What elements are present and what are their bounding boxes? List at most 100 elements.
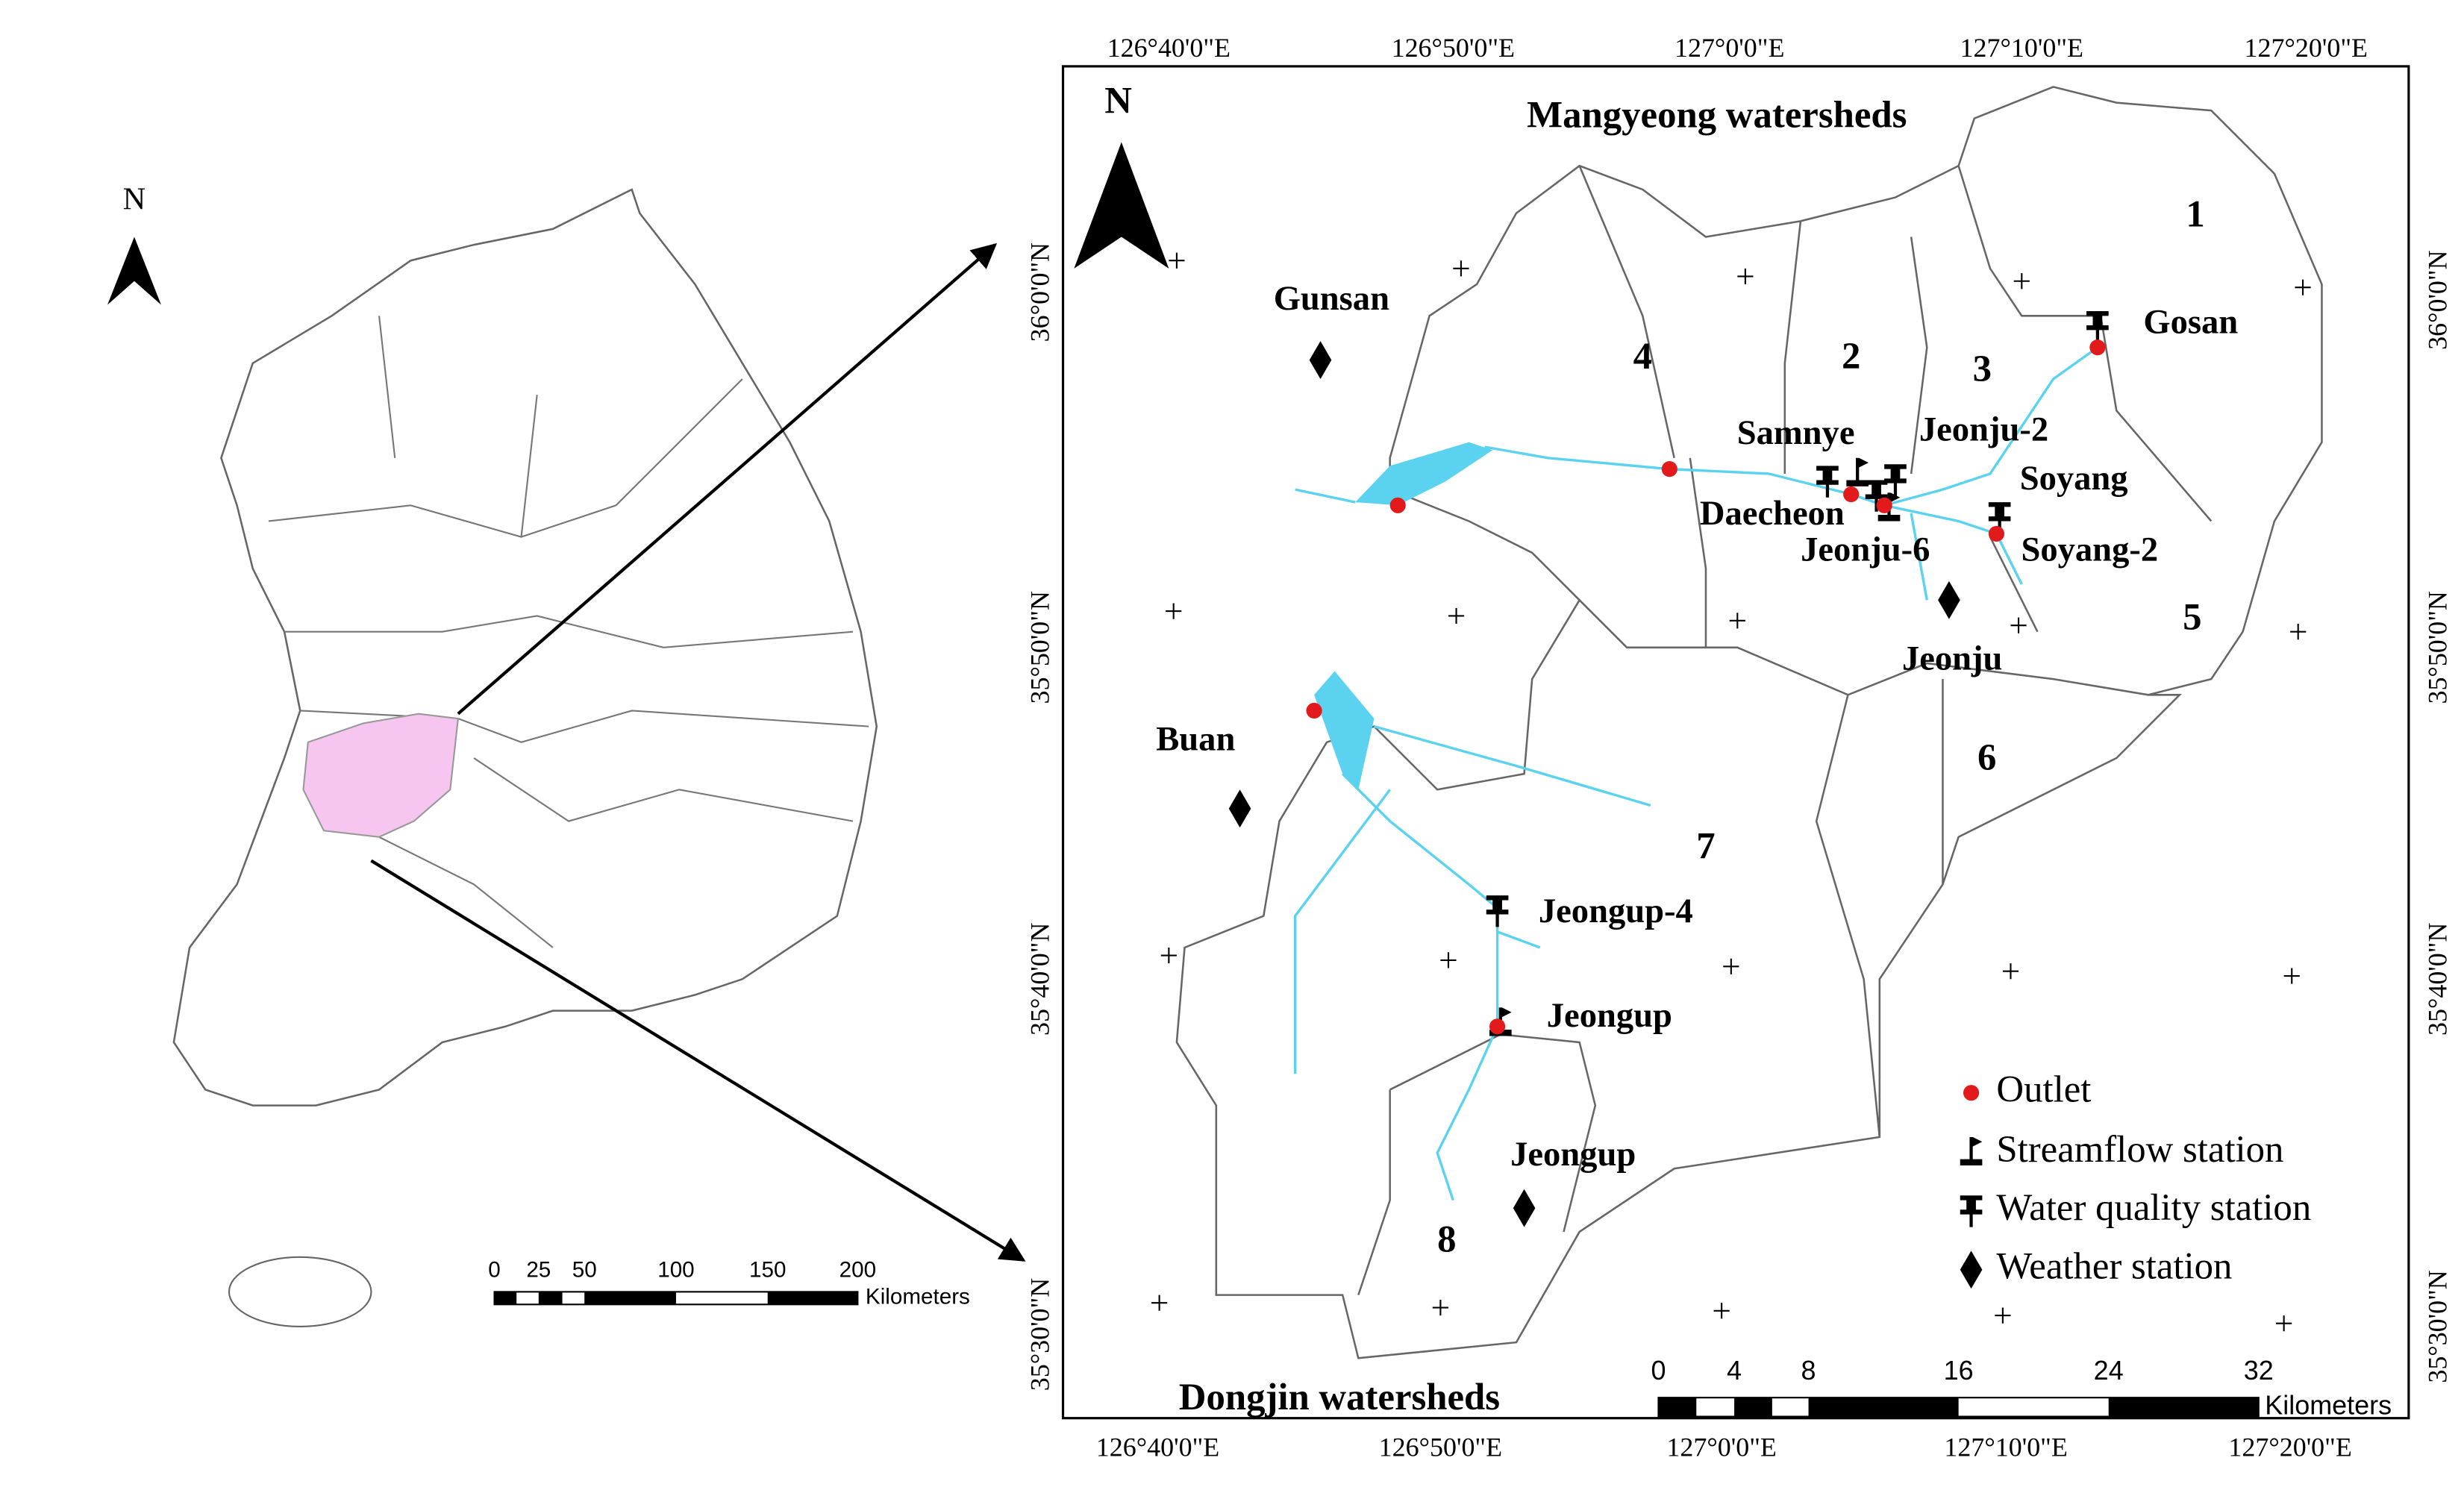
legend-label: Outlet xyxy=(1996,1068,2091,1109)
scale-tick-label: 24 xyxy=(2094,1355,2124,1386)
longitude-label: 126°40'0"E xyxy=(1096,1432,1219,1462)
streamflow-station xyxy=(1846,457,1869,486)
longitude-label: 127°20'0"E xyxy=(2228,1432,2351,1462)
detail-scale-bar xyxy=(1657,1397,2260,1418)
scale-tick-label: 50 xyxy=(572,1258,597,1283)
graticule-plus xyxy=(1166,603,1182,619)
river xyxy=(1293,346,2098,1201)
legend-label: Weather station xyxy=(1996,1245,2232,1286)
graticule-plus xyxy=(1995,1307,2011,1324)
pointer-arrow xyxy=(370,859,1026,1262)
subbasin-label: 3 xyxy=(1973,348,1992,389)
scale-tick-label: 25 xyxy=(526,1258,551,1283)
graticule-plus xyxy=(1729,613,1745,629)
subbasin-label: 7 xyxy=(1696,824,1715,866)
north-label: N xyxy=(1104,79,1132,121)
water-quality-station xyxy=(1486,895,1509,927)
weather-station xyxy=(1309,341,1332,379)
scale-tick-label: 0 xyxy=(1651,1355,1666,1386)
longitude-label: 127°20'0"E xyxy=(2245,33,2368,63)
water-quality-station xyxy=(2086,310,2109,343)
north-label: N xyxy=(123,182,146,217)
study-area xyxy=(302,713,460,838)
pointer-arrow xyxy=(457,242,998,716)
subbasin-label: 4 xyxy=(1633,335,1652,377)
subbasin-label: 5 xyxy=(2183,595,2201,637)
graticule-plus xyxy=(2290,624,2307,640)
province-boundaries xyxy=(268,316,869,948)
graticule-plus xyxy=(2013,273,2030,289)
weather-station xyxy=(1228,789,1251,828)
scale-unit: Kilometers xyxy=(866,1285,970,1309)
graticule-plus xyxy=(2010,617,2027,633)
station-label: Jeongup xyxy=(1547,997,1672,1035)
station-label: Samnye xyxy=(1737,414,1855,452)
graticule-plus xyxy=(1160,947,1177,964)
graticule-plus xyxy=(1713,1303,1730,1319)
region-label: Mangyeong watersheds xyxy=(1527,93,1907,135)
station-label: Gunsan xyxy=(1274,280,1389,318)
legend-label: Streamflow station xyxy=(1996,1128,2283,1170)
river xyxy=(1314,442,1493,790)
graticule-marks xyxy=(1151,252,2311,1332)
scale-tick-label: 150 xyxy=(749,1258,786,1283)
subbasin-label: 2 xyxy=(1842,335,1860,377)
water-quality-station xyxy=(1865,480,1888,512)
latitude-label: 35°50'0"N xyxy=(1025,591,1054,704)
legend-label: Water quality station xyxy=(1996,1186,2311,1228)
north-arrow xyxy=(1074,142,1169,269)
station-label: Buan xyxy=(1156,720,1235,758)
water-quality-station xyxy=(1960,1195,1983,1227)
graticule-plus xyxy=(2295,279,2311,295)
scale-tick-label: 32 xyxy=(2244,1355,2274,1386)
outlet-dot xyxy=(1489,1018,1506,1035)
graticule-plus xyxy=(1448,607,1465,625)
water-quality-station xyxy=(1988,502,2011,534)
station-label: Jeongup-4 xyxy=(1539,892,1693,930)
outlet-dot xyxy=(1963,1085,1980,1101)
detail-frame xyxy=(1061,65,2410,1420)
outlet-dot xyxy=(1306,702,1322,719)
water-quality-station xyxy=(1884,464,1907,496)
station-label: Soyang-2 xyxy=(2021,530,2158,569)
graticule-plus xyxy=(1453,260,1469,277)
korea-outline xyxy=(172,188,878,1106)
mangyeong-boundary xyxy=(1389,86,2323,696)
scale-tick-label: 200 xyxy=(839,1258,876,1283)
outlet-dot xyxy=(1988,525,2005,542)
station-label: Jeonju-6 xyxy=(1801,530,1930,569)
latitude-label: 35°50'0"N xyxy=(2422,591,2452,704)
graticule-plus xyxy=(2283,968,2300,984)
dongjin-boundary xyxy=(1175,599,2183,1359)
subbasin-label: 1 xyxy=(2186,193,2204,235)
scale-tick-label: 0 xyxy=(488,1258,500,1283)
weather-station xyxy=(1960,1250,1983,1289)
latitude-label: 35°40'0"N xyxy=(2422,923,2452,1036)
outlet-dot xyxy=(2089,339,2106,356)
graticule-plus xyxy=(1737,268,1754,284)
map-symbols xyxy=(1228,310,2109,1289)
overview-scale-bar xyxy=(493,1291,859,1306)
latitude-label: 35°40'0"N xyxy=(1025,923,1054,1036)
longitude-label: 126°40'0"E xyxy=(1107,33,1231,63)
station-label: Soyang xyxy=(2020,460,2128,498)
graticule-plus xyxy=(2002,963,2019,980)
longitude-label: 127°10'0"E xyxy=(1960,33,2083,63)
longitude-label: 126°50'0"E xyxy=(1392,33,1515,63)
graticule-plus xyxy=(2276,1315,2292,1332)
station-label: Gosan xyxy=(2143,304,2238,342)
longitude-label: 127°10'0"E xyxy=(1944,1432,2067,1462)
jeju-island xyxy=(228,1256,372,1327)
longitude-label: 127°0'0"E xyxy=(1666,1432,1776,1462)
outlet-dot xyxy=(1389,497,1406,513)
graticule-plus xyxy=(1151,1295,1168,1311)
scale-tick-label: 8 xyxy=(1801,1355,1816,1386)
longitude-label: 126°50'0"E xyxy=(1379,1432,1502,1462)
weather-station xyxy=(1938,580,1960,619)
latitude-label: 35°30'0"N xyxy=(1025,1278,1054,1391)
outlet-dot xyxy=(1661,461,1677,478)
latitude-label: 36°0'0"N xyxy=(2422,250,2452,349)
